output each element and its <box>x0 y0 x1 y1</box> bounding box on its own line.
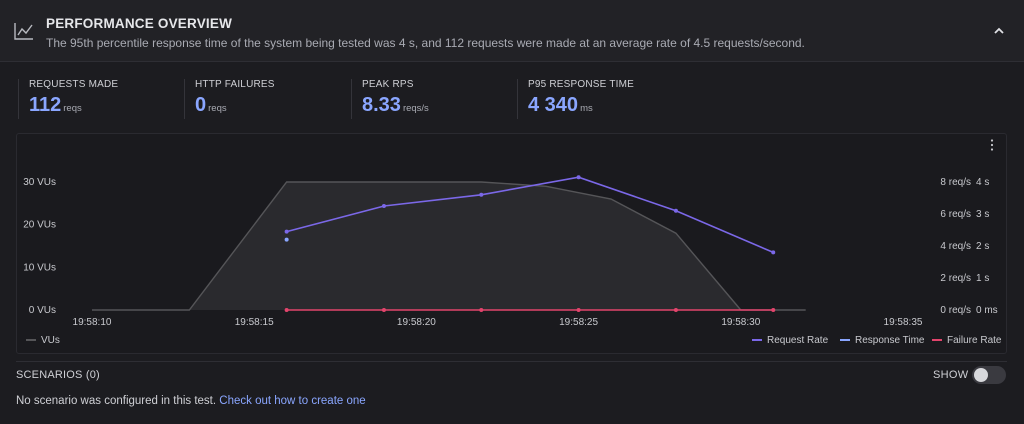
stat-label: REQUESTS MADE <box>29 79 119 90</box>
y-axis-tick-label: 30 VUs <box>23 177 56 188</box>
stat-p95-response-time: P95 RESPONSE TIME 4 340 ms <box>517 79 634 119</box>
y-rate-tick-label: 6 req/s <box>940 209 971 220</box>
y-time-tick-label: 3 s <box>976 209 989 220</box>
show-scenarios-toggle[interactable] <box>972 366 1006 384</box>
y-time-tick-label: 4 s <box>976 177 989 188</box>
scenarios-title: SCENARIOS (0) <box>16 369 100 381</box>
legend-label-request-rate: Request Rate <box>767 335 829 346</box>
data-point-failure-rate <box>381 308 386 312</box>
stat-label: PEAK RPS <box>362 79 414 90</box>
line-chart-icon <box>14 23 33 40</box>
show-toggle-label: SHOW <box>933 369 969 381</box>
toggle-knob <box>974 368 988 382</box>
data-point-response-time <box>284 237 289 242</box>
stats-row: REQUESTS MADE 112 reqs HTTP FAILURES 0 req… <box>0 63 1024 131</box>
stat-value: 112 <box>29 94 62 116</box>
summary-text: The 95th percentile response time of the… <box>46 36 805 50</box>
y-time-tick-label: 2 s <box>976 241 989 252</box>
legend-label-vus: VUs <box>41 335 60 346</box>
stat-unit: reqs <box>208 103 227 114</box>
stat-value: 4 340 <box>528 94 579 116</box>
stat-unit: reqs/s <box>402 103 429 114</box>
data-point-request-rate <box>673 208 678 213</box>
y-axis-tick-label: 10 VUs <box>23 262 56 273</box>
chevron-up-icon[interactable] <box>992 24 1006 38</box>
data-point-failure-rate <box>673 308 678 312</box>
y-axis-tick-label: 20 VUs <box>23 220 56 231</box>
stat-label: HTTP FAILURES <box>195 79 275 90</box>
create-scenario-link[interactable]: Check out how to create one <box>219 395 366 407</box>
stat-requests-made: REQUESTS MADE 112 reqs <box>18 79 118 119</box>
x-axis-tick-label: 19:58:20 <box>397 317 436 328</box>
series-line-request-rate <box>286 176 774 254</box>
y-rate-tick-label: 0 req/s <box>940 305 971 316</box>
y-rate-tick-label: 2 req/s <box>940 273 971 284</box>
data-point-failure-rate <box>284 308 289 312</box>
series-line-vus <box>92 181 806 311</box>
stat-value: 0 <box>195 94 207 116</box>
panel-header: PERFORMANCE OVERVIEW The 95th percentile… <box>0 0 1024 62</box>
x-axis-tick-label: 19:58:35 <box>884 317 923 328</box>
stat-label: P95 RESPONSE TIME <box>528 79 635 90</box>
stat-unit: ms <box>580 103 593 114</box>
x-axis-tick-label: 19:58:25 <box>559 317 598 328</box>
y-time-tick-label: 1 s <box>976 273 989 284</box>
y-time-tick-label: 0 ms <box>976 305 998 316</box>
legend-label-response-time: Response Time <box>855 335 925 346</box>
scenarios-message-text: No scenario was configured in this test. <box>16 395 217 407</box>
stat-http-failures: HTTP FAILURES 0 reqs <box>184 79 275 119</box>
scenarios-message: No scenario was configured in this test.… <box>16 395 366 407</box>
data-point-request-rate <box>381 204 386 208</box>
x-axis-tick-label: 19:58:30 <box>721 317 760 328</box>
series-area-vus <box>92 182 806 310</box>
y-rate-tick-label: 8 req/s <box>940 177 971 188</box>
divider <box>16 361 1007 362</box>
page-title: PERFORMANCE OVERVIEW <box>46 16 233 31</box>
data-point-request-rate <box>771 250 776 255</box>
data-point-failure-rate <box>771 308 776 312</box>
stat-peak-rps: PEAK RPS 8.33 reqs/s <box>351 79 429 119</box>
data-point-request-rate <box>576 175 581 180</box>
stat-unit: reqs <box>63 103 82 114</box>
data-point-request-rate <box>284 229 289 234</box>
y-rate-tick-label: 4 req/s <box>940 241 971 252</box>
data-point-failure-rate <box>479 308 484 312</box>
more-vertical-icon[interactable] <box>988 138 996 152</box>
legend-label-failure-rate: Failure Rate <box>947 335 1002 346</box>
x-axis-tick-label: 19:58:10 <box>73 317 112 328</box>
stat-value: 8.33 <box>362 94 401 116</box>
data-point-failure-rate <box>576 308 581 312</box>
y-axis-tick-label: 0 VUs <box>29 305 56 316</box>
x-axis-tick-label: 19:58:15 <box>235 317 274 328</box>
data-point-request-rate <box>479 192 484 197</box>
